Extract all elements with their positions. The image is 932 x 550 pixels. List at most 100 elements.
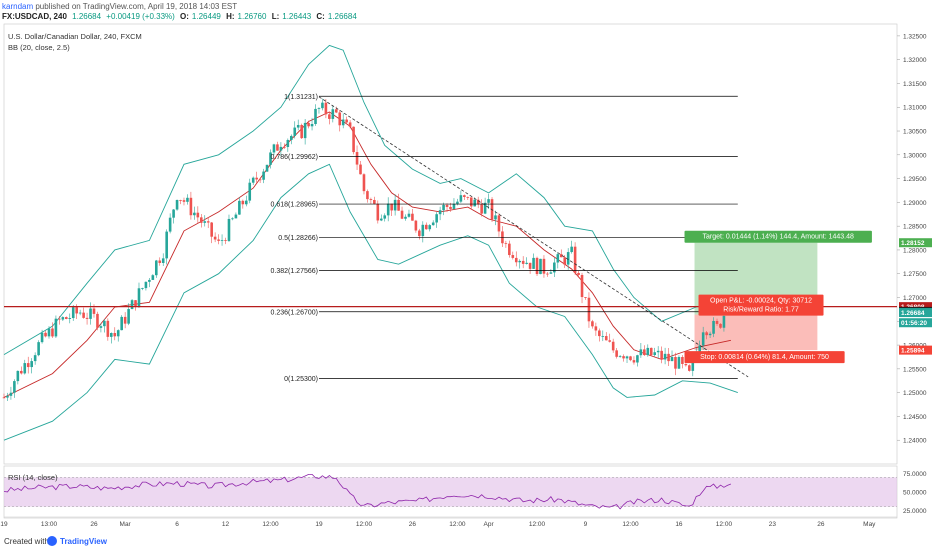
candle-body	[279, 146, 283, 151]
candle-body	[317, 108, 321, 109]
candle-body	[646, 347, 650, 356]
candle-body	[373, 200, 376, 204]
candle-body	[338, 112, 342, 126]
candle-body	[653, 352, 657, 356]
candle-body	[168, 217, 172, 232]
candle-body	[587, 297, 591, 322]
candle-body	[362, 174, 366, 192]
candle-body	[521, 260, 525, 264]
y-tick-label: 1.28000	[903, 247, 927, 254]
price-tag	[899, 318, 932, 328]
candle-body	[424, 224, 428, 230]
candle-body	[296, 124, 300, 128]
candle-body	[220, 240, 224, 242]
candle-body	[383, 215, 387, 219]
tradingview-logo-icon	[47, 536, 57, 546]
candle-body	[681, 357, 684, 364]
x-tick-label: 6	[175, 521, 179, 528]
candle-body	[712, 320, 715, 334]
pnl-label: Open P&L: -0.00024, Qty: 30712	[710, 298, 812, 305]
bb-indicator-label: BB (20, close, 2.5)	[8, 43, 70, 52]
candle-body	[47, 328, 51, 337]
candle-body	[414, 220, 418, 231]
candle-body	[300, 124, 303, 139]
candle-body	[113, 333, 117, 337]
candle-body	[386, 203, 390, 216]
low-value: 1.26443	[282, 12, 312, 21]
pnl-label: Risk/Reward Ratio: 1.77	[723, 307, 799, 314]
candle-body	[594, 326, 598, 331]
candle-body	[193, 212, 196, 216]
candle-body	[154, 260, 158, 276]
candle-body	[542, 258, 546, 274]
candle-body	[404, 216, 407, 219]
candle-body	[276, 144, 279, 151]
candle-body	[691, 357, 695, 371]
fib-level-label: 0.236(1.26700)	[270, 309, 317, 316]
high-value: 1.26760	[237, 12, 267, 21]
candle-body	[258, 179, 262, 181]
candle-body	[199, 217, 203, 223]
candle-body	[490, 199, 494, 220]
candle-body	[33, 355, 37, 362]
candle-body	[269, 152, 272, 165]
fib-level-label: 0(1.25300)	[284, 376, 318, 383]
author-link[interactable]: karndam	[2, 2, 34, 11]
created-with-text: Created with	[4, 537, 49, 546]
candle-body	[217, 239, 220, 241]
candle-body	[705, 332, 708, 336]
candle-body	[30, 361, 33, 368]
x-tick-label: 23	[769, 521, 777, 528]
candle-body	[660, 350, 663, 360]
chart-header: karndam published on TradingView.com, Ap…	[0, 0, 932, 24]
candle-body	[182, 200, 186, 202]
y-tick-label: 1.28500	[903, 224, 927, 231]
price-tag-label: 01:56:20	[901, 320, 927, 327]
candle-body	[591, 321, 594, 327]
footer: Created with TradingView	[0, 532, 932, 550]
legend-title: U.S. Dollar/Canadian Dollar, 240, FXCM	[8, 32, 142, 41]
candle-body	[2, 397, 6, 399]
tradingview-brand[interactable]: TradingView	[60, 537, 107, 546]
x-tick-label: 12:00	[622, 521, 639, 528]
candle-body	[109, 333, 113, 337]
candle-body	[418, 230, 421, 237]
stop-label: Stop: 0.00814 (0.64%) 81.4, Amount: 750	[700, 354, 829, 361]
candle-body	[345, 119, 348, 123]
candle-body	[61, 317, 65, 320]
candle-body	[452, 203, 456, 209]
y-tick-label: 1.29500	[903, 176, 927, 183]
candle-body	[51, 328, 54, 337]
candle-body	[189, 197, 193, 216]
candle-body	[321, 102, 324, 109]
low-label: L:	[271, 12, 280, 21]
price-chart[interactable]: 1.32500 1.32000 1.31500 1.31000 1.30500 1.300…	[0, 0, 932, 532]
candle-body	[210, 222, 213, 237]
candle-body	[636, 355, 639, 363]
candle-body	[466, 196, 470, 198]
candle-body	[473, 199, 477, 207]
candle-body	[75, 307, 78, 314]
fib-level-label: 0.382(1.27566)	[270, 268, 317, 275]
candle-body	[684, 363, 688, 366]
candle-body	[141, 288, 144, 289]
candle-body	[6, 395, 9, 398]
candle-body	[13, 381, 16, 393]
candle-body	[487, 199, 490, 203]
candle-body	[580, 274, 584, 298]
candle-body	[511, 255, 515, 258]
price-tag-label: 1.26684	[901, 310, 925, 317]
candle-body	[639, 349, 643, 356]
x-tick-label: 12	[222, 521, 230, 528]
candle-body	[158, 260, 162, 263]
candle-body	[203, 221, 207, 223]
candle-body	[428, 225, 432, 230]
candle-body	[632, 360, 636, 363]
candle-body	[310, 124, 314, 127]
price-tag	[899, 308, 932, 318]
candle-body	[390, 203, 393, 211]
y-tick-label: 1.24500	[903, 414, 927, 421]
candle-body	[324, 102, 328, 115]
fib-level-label: 0.5(1.28266)	[278, 235, 318, 242]
candle-body	[99, 326, 103, 328]
